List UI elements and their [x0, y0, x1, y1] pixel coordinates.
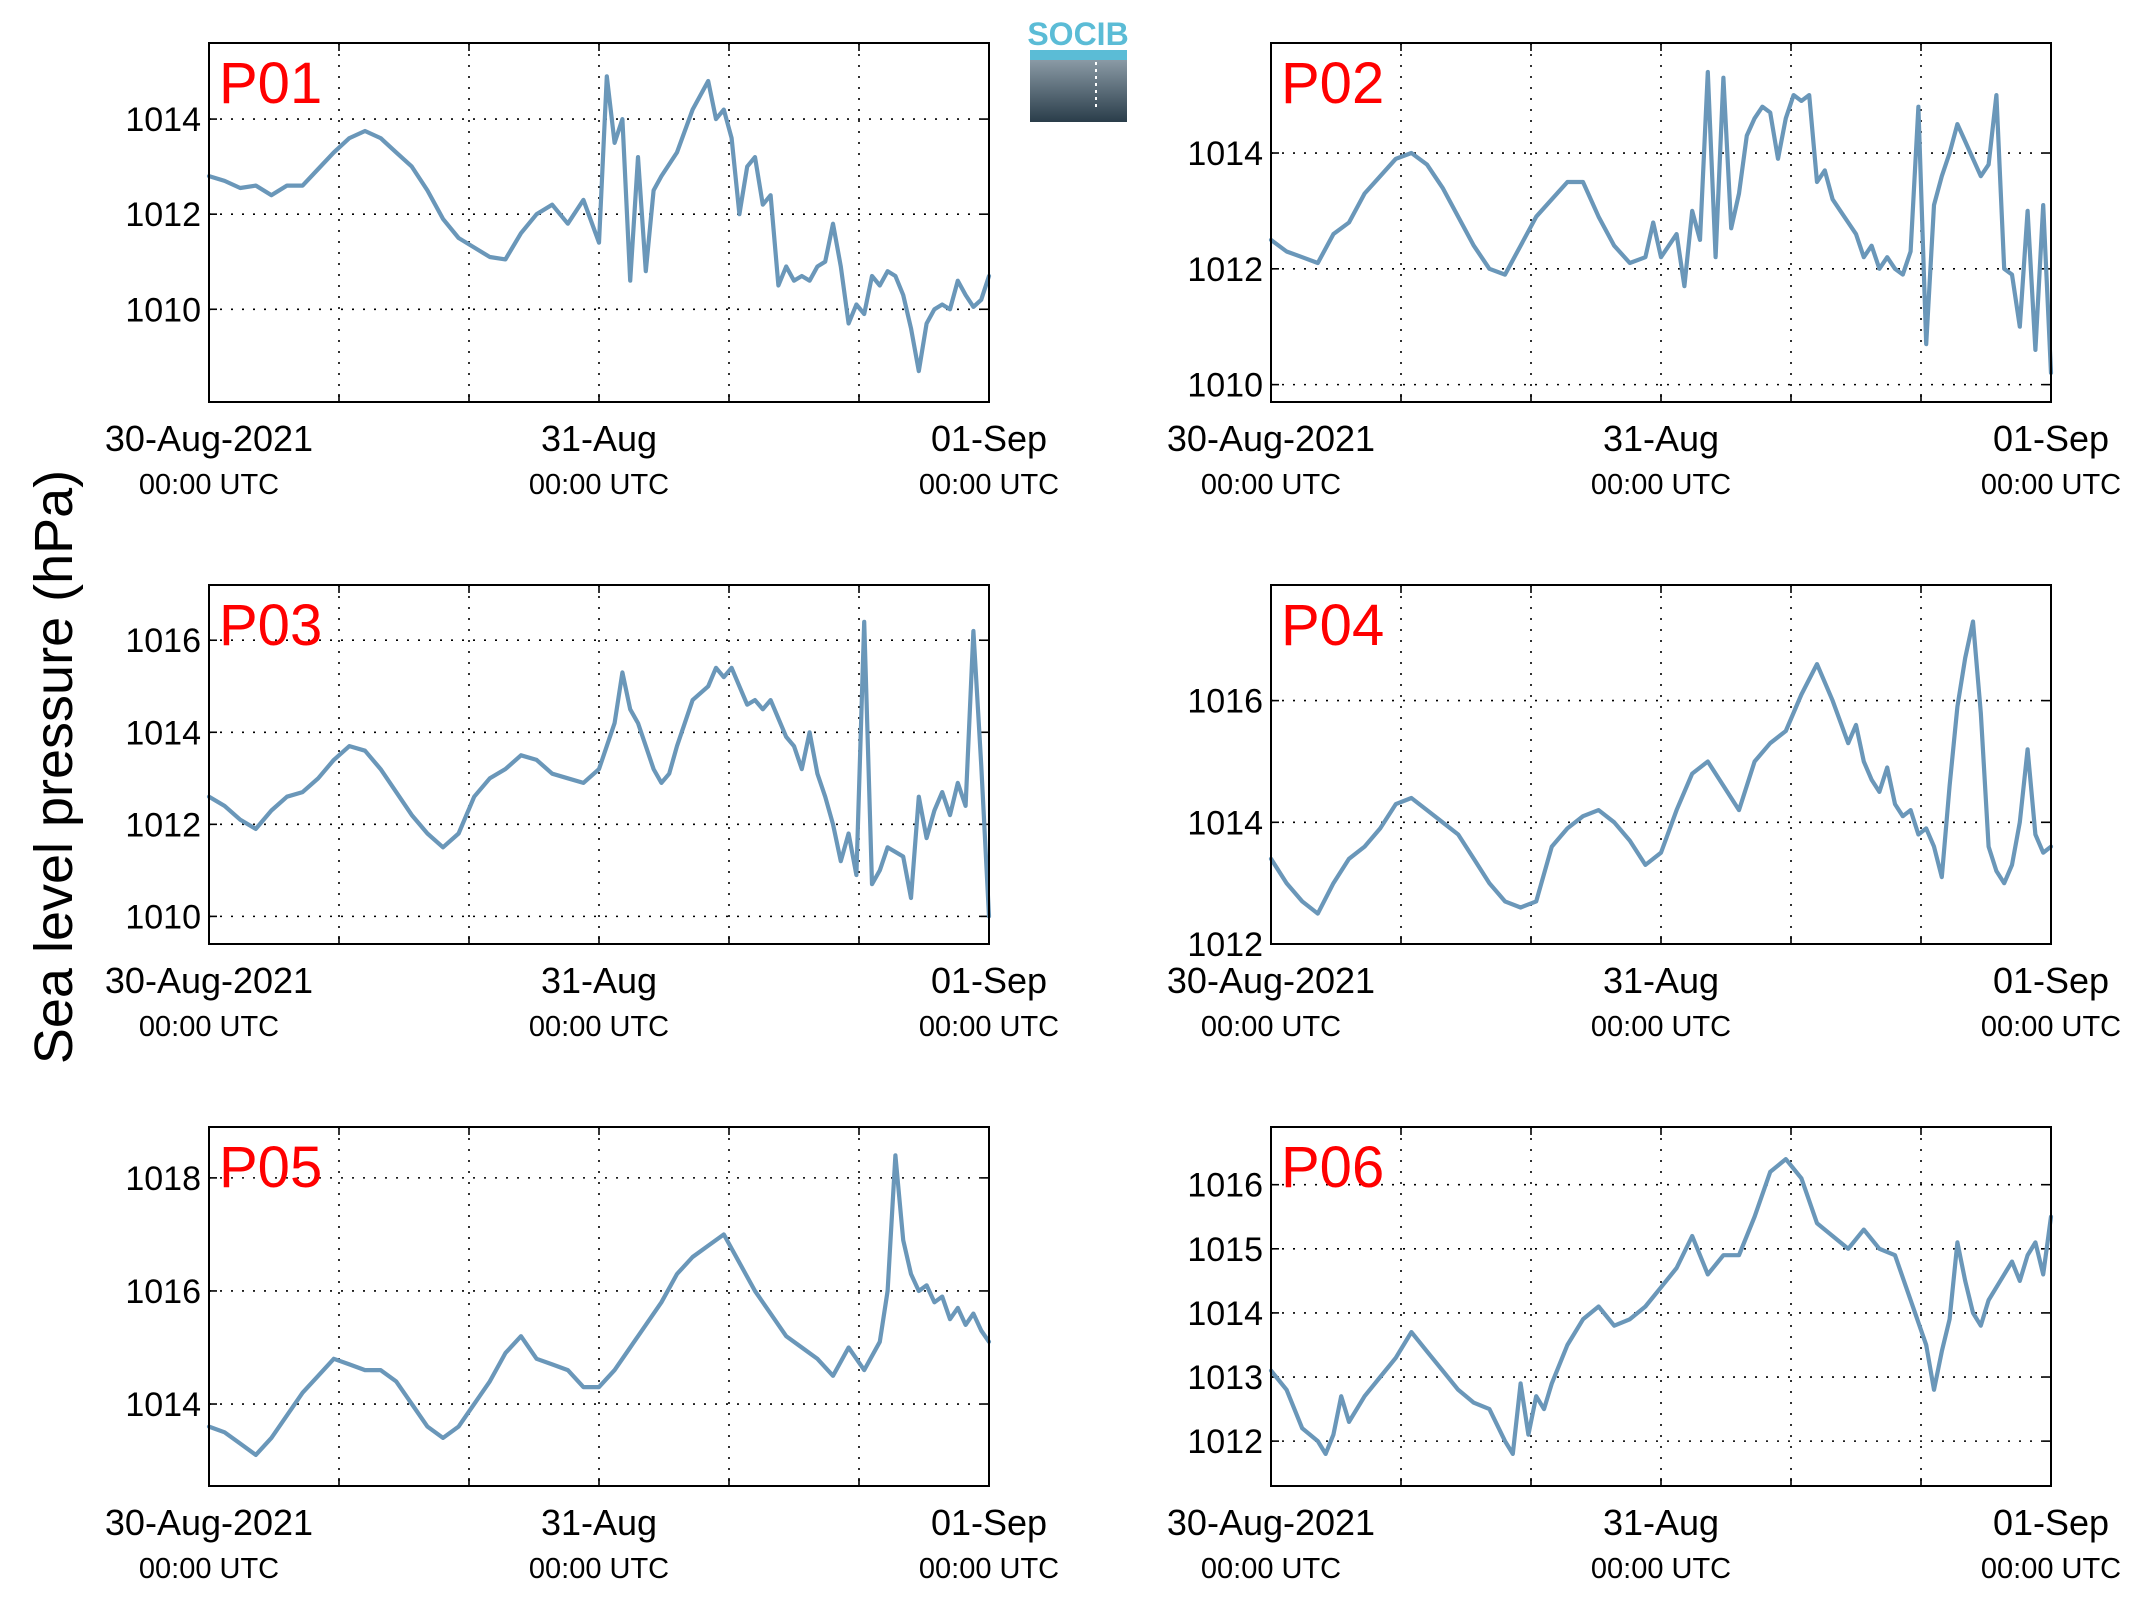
panel-p02: 1010 1012 1014 30-Aug-2021 00:00 UTC 31-Aug 00…	[1167, 42, 2121, 501]
x-tick-sublabel: 00:00 UTC	[919, 1553, 1059, 1585]
panel-p03: 1010 1012 1014 1016 30-Aug-2021 00:00 UTC 31-A…	[105, 584, 1059, 1043]
y-tick-label: 1010	[1187, 367, 1263, 405]
y-tick-label: 1012	[125, 196, 201, 234]
y-tick-label: 1016	[125, 622, 201, 660]
socib-logo: SOCIB	[1027, 16, 1129, 122]
axes-frame	[208, 42, 990, 403]
y-tick-label: 1014	[1187, 804, 1263, 842]
panel-label: P06	[1281, 1135, 1384, 1200]
x-tick-label: 30-Aug-2021	[105, 418, 313, 459]
panel-p06: 1012 1013 1014 1015 1016 30-Aug-2021 00:00 UTC…	[1167, 1126, 2121, 1585]
x-tick-sublabel: 00:00 UTC	[919, 469, 1059, 501]
x-tick-sublabel: 00:00 UTC	[1981, 469, 2121, 501]
x-tick-sublabel: 00:00 UTC	[1201, 469, 1341, 501]
x-tick-label: 31-Aug	[541, 960, 657, 1001]
x-tick-label: 01-Sep	[1993, 1502, 2109, 1543]
panel-label: P03	[219, 593, 322, 658]
x-tick-sublabel: 00:00 UTC	[1591, 1011, 1731, 1043]
y-tick-label: 1015	[1187, 1231, 1263, 1269]
logo-water-band	[1030, 50, 1127, 60]
x-tick-label: 31-Aug	[541, 418, 657, 459]
x-tick-sublabel: 00:00 UTC	[1201, 1553, 1341, 1585]
panel-label: P04	[1281, 593, 1384, 658]
series-line-p06	[1268, 1156, 2054, 1457]
panel-label: P01	[219, 51, 322, 116]
series-line-p01	[206, 74, 992, 374]
y-tick-label: 1016	[1187, 1167, 1263, 1205]
x-tick-label: 01-Sep	[931, 418, 1047, 459]
x-tick-sublabel: 00:00 UTC	[529, 469, 669, 501]
axes-frame	[1270, 584, 2052, 945]
x-tick-label: 01-Sep	[931, 960, 1047, 1001]
axes-frame	[208, 584, 990, 945]
y-tick-label: 1012	[1187, 926, 1263, 964]
x-tick-label: 31-Aug	[1603, 1502, 1719, 1543]
x-tick-label: 01-Sep	[931, 1502, 1047, 1543]
y-axis-label: Sea level pressure (hPa)	[24, 470, 84, 1064]
panel-p05: 1014 1016 1018 30-Aug-2021 00:00 UTC 31-Aug 00…	[105, 1126, 1059, 1585]
y-tick-label: 1012	[125, 806, 201, 844]
x-tick-label: 31-Aug	[1603, 960, 1719, 1001]
panel-label: P05	[219, 1135, 322, 1200]
x-tick-sublabel: 00:00 UTC	[1201, 1011, 1341, 1043]
series-line-p05	[206, 1153, 992, 1458]
series-line-p04	[1268, 619, 2054, 916]
x-tick-sublabel: 00:00 UTC	[139, 1553, 279, 1585]
y-tick-label: 1014	[125, 1386, 201, 1424]
x-tick-label: 31-Aug	[1603, 418, 1719, 459]
x-tick-label: 30-Aug-2021	[1167, 960, 1375, 1001]
x-tick-sublabel: 00:00 UTC	[529, 1011, 669, 1043]
axes-frame	[1270, 42, 2052, 403]
x-tick-label: 01-Sep	[1993, 960, 2109, 1001]
x-tick-label: 30-Aug-2021	[105, 1502, 313, 1543]
y-tick-label: 1012	[1187, 251, 1263, 289]
x-tick-sublabel: 00:00 UTC	[1591, 469, 1731, 501]
x-tick-sublabel: 00:00 UTC	[139, 469, 279, 501]
y-tick-label: 1013	[1187, 1359, 1263, 1397]
y-tick-label: 1014	[1187, 1295, 1263, 1333]
panel-p04: 1012 1014 1016 30-Aug-2021 00:00 UTC 31-Aug 00…	[1167, 584, 2121, 1043]
series-line-p02	[1268, 69, 2054, 376]
axes-frame	[1270, 1126, 2052, 1487]
x-tick-label: 01-Sep	[1993, 418, 2109, 459]
x-tick-label: 30-Aug-2021	[105, 960, 313, 1001]
y-tick-label: 1016	[125, 1273, 201, 1311]
panels: 1010 1012 1014 30-Aug-2021 00:00 UTC 31-Aug 00…	[105, 42, 2121, 1585]
y-tick-label: 1012	[1187, 1423, 1263, 1461]
x-tick-label: 30-Aug-2021	[1167, 418, 1375, 459]
x-tick-label: 31-Aug	[541, 1502, 657, 1543]
axes-frame	[208, 1126, 990, 1487]
x-tick-sublabel: 00:00 UTC	[139, 1011, 279, 1043]
y-tick-label: 1010	[125, 291, 201, 329]
x-tick-sublabel: 00:00 UTC	[1591, 1553, 1731, 1585]
y-tick-label: 1018	[125, 1160, 201, 1198]
x-tick-sublabel: 00:00 UTC	[919, 1011, 1059, 1043]
panel-p01: 1010 1012 1014 30-Aug-2021 00:00 UTC 31-Aug 00…	[105, 42, 1059, 501]
y-tick-label: 1014	[125, 101, 201, 139]
panel-label: P02	[1281, 51, 1384, 116]
series-line-p03	[206, 619, 992, 919]
x-tick-sublabel: 00:00 UTC	[529, 1553, 669, 1585]
y-tick-label: 1016	[1187, 683, 1263, 721]
x-tick-sublabel: 00:00 UTC	[1981, 1553, 2121, 1585]
x-tick-sublabel: 00:00 UTC	[1981, 1011, 2121, 1043]
y-tick-label: 1010	[125, 898, 201, 936]
logo-text: SOCIB	[1027, 16, 1128, 52]
y-tick-label: 1014	[125, 714, 201, 752]
y-tick-label: 1014	[1187, 135, 1263, 173]
x-tick-label: 30-Aug-2021	[1167, 1502, 1375, 1543]
logo-block	[1030, 60, 1127, 122]
